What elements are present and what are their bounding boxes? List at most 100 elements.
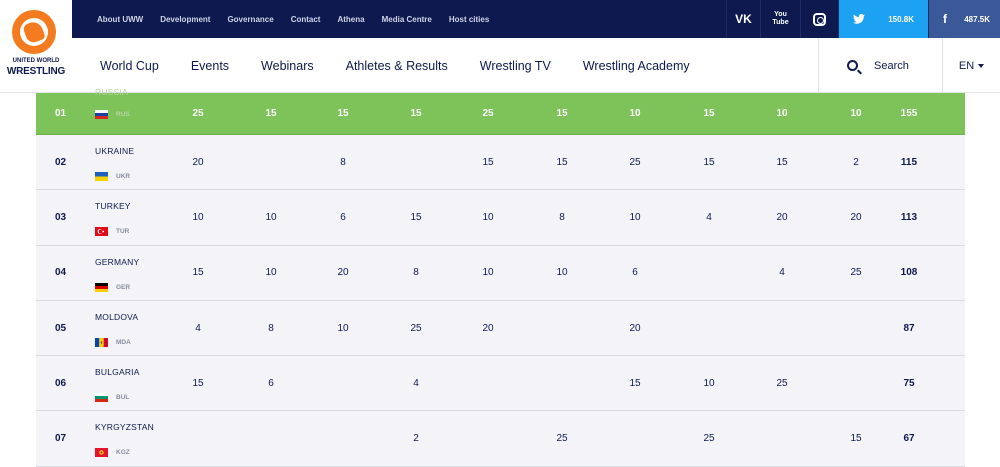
tur-flag-icon [95, 227, 108, 237]
score-cell: 25 [482, 108, 494, 119]
score-cell: 10 [482, 211, 494, 223]
score-cell: 4 [195, 322, 201, 334]
score-cell: 25 [703, 433, 715, 445]
top-links: About UWW Development Governance Contact… [97, 0, 506, 38]
score-cell [836, 301, 876, 355]
total-cell: 115 [900, 156, 918, 168]
score-cell: 15 [703, 156, 715, 168]
score-cell: 20 [776, 211, 788, 223]
top-link-about[interactable]: About UWW [97, 14, 144, 24]
score-cell [468, 411, 508, 465]
top-link-contact[interactable]: Contact [290, 14, 321, 24]
table-row[interactable]: 04 GERMANY GER 15 10 20 8 10 10 6 4 25 108 [36, 245, 965, 301]
score-cell: 25 [776, 377, 788, 389]
youtube-icon: You Tube [772, 11, 788, 27]
score-cell: 20 [629, 322, 641, 334]
top-link-governance[interactable]: Governance [227, 14, 274, 24]
score-cell: 10 [703, 377, 715, 389]
rank-cell: 01 [55, 108, 67, 119]
top-link-athena[interactable]: Athena [337, 14, 365, 24]
score-cell: 20 [482, 322, 494, 334]
score-cell [615, 411, 655, 465]
country-name[interactable]: UKRAINE [95, 146, 135, 156]
top-link-host-cities[interactable]: Host cities [448, 14, 490, 24]
language-selector[interactable]: EN [942, 38, 1000, 93]
top-bar: About UWW Development Governance Contact… [0, 0, 1000, 38]
table-row[interactable]: 06 BULGARIA BUL 15 6 4 15 10 25 75 [36, 356, 965, 412]
uww-emblem-icon [12, 10, 56, 54]
score-cell: 4 [706, 211, 712, 223]
table-row[interactable]: 01 RUSSIA RUS 25 15 15 15 25 15 10 15 10 10 155 [36, 87, 965, 135]
score-cell: 6 [268, 377, 274, 389]
score-cell [689, 301, 729, 355]
search-label: Search [874, 59, 909, 72]
country-code: UKR [116, 173, 131, 180]
rank-cell: 04 [55, 267, 67, 279]
country-name[interactable]: TURKEY [95, 201, 131, 212]
country-name[interactable]: GERMANY [95, 256, 140, 267]
country-name[interactable]: MOLDOVA [95, 311, 139, 322]
total-cell: 87 [903, 322, 915, 334]
table-row[interactable]: 02 UKRAINE UKR 20 8 15 15 25 15 15 2 115 [36, 135, 965, 191]
ukr-flag-icon [95, 172, 108, 181]
score-cell: 15 [265, 108, 277, 119]
rank-cell: 06 [55, 377, 67, 389]
table-row[interactable]: 07 KYRGYZSTAN KGZ 2 25 25 15 67 [36, 411, 965, 467]
nav-item-wrestling-tv[interactable]: Wrestling TV [479, 58, 551, 73]
score-cell: 15 [556, 156, 568, 168]
score-cell: 10 [482, 267, 494, 279]
score-cell: 15 [629, 377, 641, 389]
score-cell: 15 [850, 433, 862, 445]
score-cell [762, 411, 802, 465]
score-cell [542, 356, 582, 410]
rank-cell: 02 [55, 156, 67, 168]
table-row[interactable]: 03 TURKEY TUR 10 10 6 15 10 8 10 4 20 20 113 [36, 190, 965, 246]
score-cell [178, 411, 218, 465]
instagram-button[interactable] [800, 0, 838, 38]
nav-item-webinars[interactable]: Webinars [261, 58, 314, 73]
rank-cell: 07 [55, 433, 67, 445]
country-name[interactable]: BULGARIA [95, 367, 140, 378]
score-cell: 10 [629, 211, 641, 223]
vk-button[interactable]: VK [726, 0, 760, 38]
country-code: GER [116, 283, 131, 291]
search-button[interactable]: Search [818, 38, 942, 93]
table-row[interactable]: 05 MOLDOVA MDA 4 8 10 25 20 20 87 [36, 300, 965, 357]
kgz-flag-icon [95, 448, 108, 458]
country-name[interactable]: RUSSIA [95, 87, 128, 97]
score-cell [468, 356, 508, 410]
score-cell: 15 [410, 108, 422, 119]
youtube-button[interactable]: You Tube [760, 0, 800, 38]
logo-text-big: WRESTLING [6, 66, 66, 77]
country-name[interactable]: KYRGYZSTAN [95, 422, 154, 433]
score-cell: 25 [556, 433, 568, 445]
score-cell [762, 301, 802, 355]
score-cell [396, 135, 436, 189]
score-cell: 8 [268, 322, 274, 334]
score-cell: 25 [850, 267, 862, 279]
top-link-media-centre[interactable]: Media Centre [381, 14, 432, 24]
score-cell: 8 [413, 267, 419, 279]
twitter-button[interactable]: 150.8K [838, 0, 928, 38]
total-cell: 108 [900, 267, 918, 279]
rank-cell: 05 [55, 322, 67, 334]
score-cell: 2 [413, 433, 419, 445]
nav-item-events[interactable]: Events [190, 58, 230, 73]
rank-cell: 03 [55, 211, 67, 223]
score-cell: 15 [192, 267, 204, 279]
uww-logo[interactable]: UNITED WORLD WRESTLING [0, 0, 72, 92]
nav-item-athletes-results[interactable]: Athletes & Results [345, 58, 448, 73]
search-icon [847, 60, 858, 71]
nav-item-wrestling-academy[interactable]: Wrestling Academy [582, 58, 690, 73]
score-cell [542, 301, 582, 355]
top-link-development[interactable]: Development [160, 14, 211, 24]
nav-item-world-cup[interactable]: World Cup [100, 58, 159, 73]
facebook-button[interactable]: f 487.5K [928, 0, 1000, 38]
score-cell: 20 [337, 267, 349, 279]
country-code: RUS [116, 111, 130, 118]
country-code: BUL [116, 394, 130, 402]
score-cell: 15 [482, 156, 494, 168]
score-cell [323, 356, 363, 410]
score-cell: 25 [192, 108, 204, 119]
score-cell: 25 [410, 322, 422, 334]
